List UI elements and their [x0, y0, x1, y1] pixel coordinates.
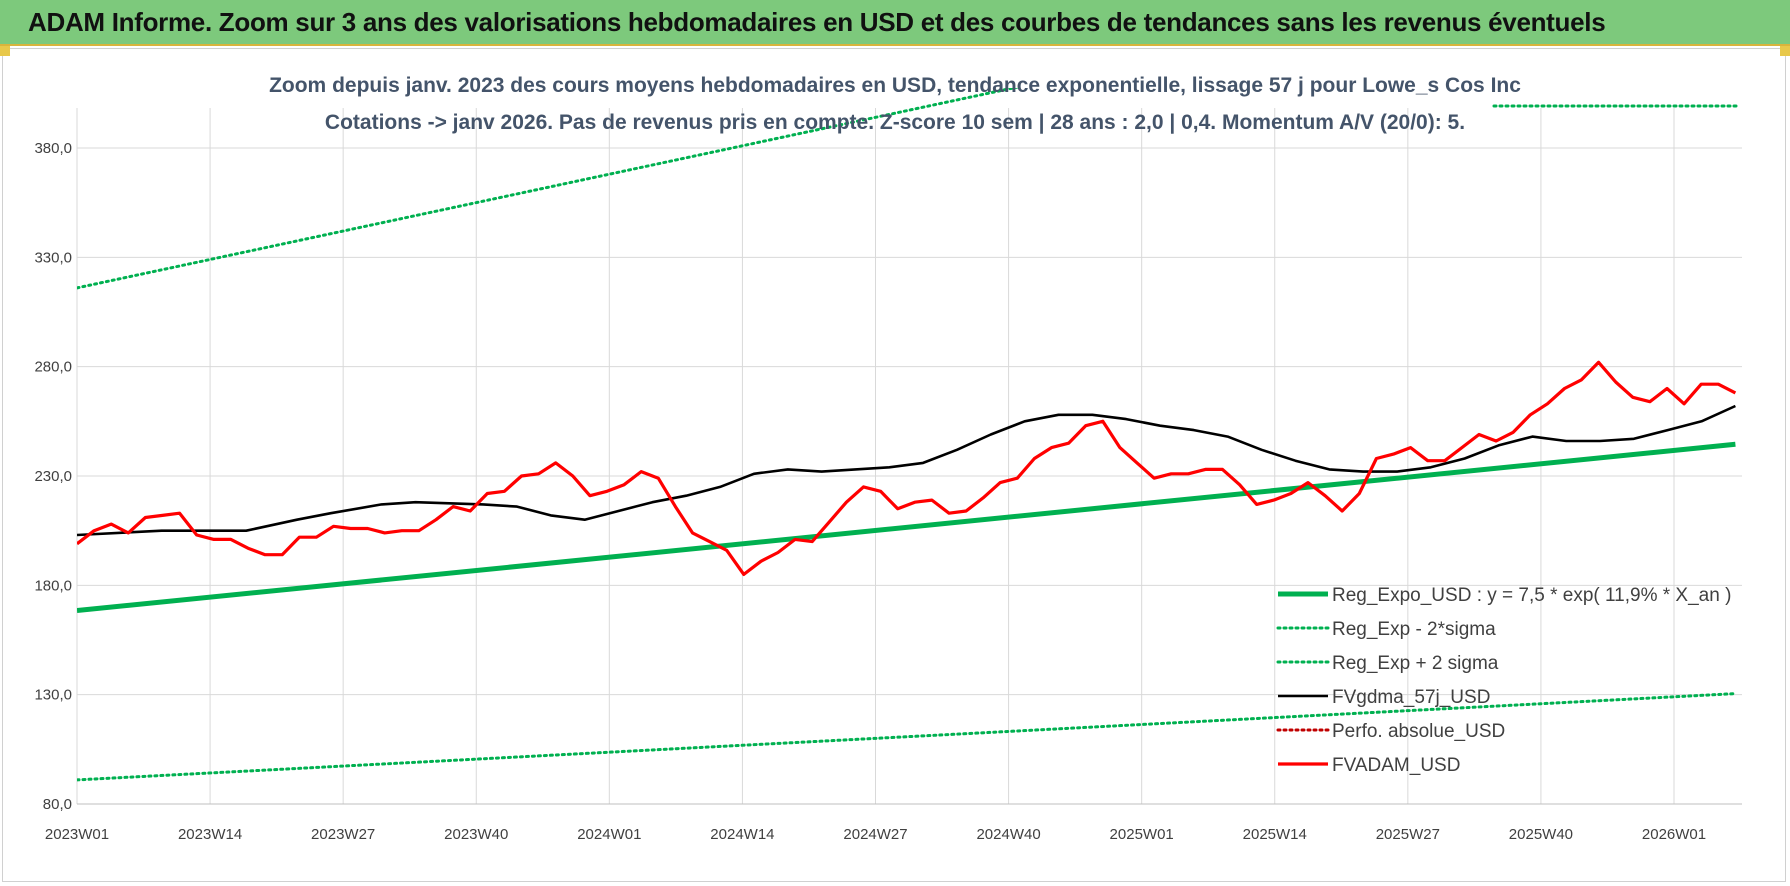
chart-frame [2, 48, 1786, 882]
x-tick-label: 2025W01 [1110, 826, 1174, 843]
legend: Reg_Expo_USD : y = 7,5 * exp( 11,9% * X_… [1276, 585, 1731, 776]
y-tick-label: 280,0 [34, 359, 72, 376]
x-tick-label: 2023W14 [178, 826, 242, 843]
x-tick-label: 2024W14 [710, 826, 774, 843]
y-tick-label: 330,0 [34, 249, 72, 266]
x-tick-label: 2026W01 [1642, 826, 1706, 843]
legend-label: Reg_Exp - 2*sigma [1332, 619, 1496, 640]
legend-label: Reg_Exp + 2 sigma [1332, 653, 1499, 674]
x-tick-label: 2024W40 [976, 826, 1040, 843]
series-line-fvadam-usd [77, 360, 1737, 576]
legend-label: Reg_Expo_USD : y = 7,5 * exp( 11,9% * X_… [1332, 585, 1731, 606]
x-axis-ticks: 2023W01 2023W14 2023W27 2023W40 2024W01 2024W… [45, 826, 1706, 843]
corner-marker-right [1780, 46, 1790, 56]
legend-label: FVgdma_57j_USD [1332, 687, 1490, 708]
y-tick-label: 180,0 [34, 577, 72, 594]
y-tick-label: 130,0 [34, 687, 72, 704]
banner-title: ADAM Informe. Zoom sur 3 ans des valoris… [28, 7, 1606, 37]
x-tick-label: 2023W01 [45, 826, 109, 843]
x-tick-label: 2025W40 [1509, 826, 1573, 843]
x-tick-label: 2024W27 [843, 826, 907, 843]
x-tick-label: 2023W27 [311, 826, 375, 843]
y-tick-label: 230,0 [34, 468, 72, 485]
y-axis-ticks: 80,0 130,0 180,0 230,0 280,0 330,0 380,0 [34, 140, 72, 813]
chart-title-line1: Zoom depuis janv. 2023 des cours moyens … [269, 74, 1521, 97]
title-banner: ADAM Informe. Zoom sur 3 ans des valoris… [0, 0, 1790, 46]
y-tick-label: 380,0 [34, 140, 72, 157]
series-line-fvgdma-57j-usd [77, 404, 1736, 537]
series-line-reg-exp-2-sigma [77, 88, 1021, 290]
legend-label: FVADAM_USD [1332, 755, 1460, 776]
x-tick-label: 2023W40 [444, 826, 508, 843]
x-tick-label: 2024W01 [577, 826, 641, 843]
series-line-reg-exp-2-sigma [77, 692, 1737, 782]
corner-marker-left [0, 46, 10, 56]
series-line-reg-expo-usd-y-7-5-exp-11-9-x-an- [77, 441, 1736, 613]
y-tick-label: 80,0 [43, 796, 72, 813]
x-tick-label: 2025W14 [1243, 826, 1307, 843]
x-tick-label: 2025W27 [1376, 826, 1440, 843]
series-layer [77, 88, 1740, 782]
chart-title-line2: Cotations -> janv 2026. Pas de revenus p… [325, 111, 1465, 134]
grid-lines [76, 108, 1742, 805]
legend-label: Perfo. absolue_USD [1332, 721, 1505, 742]
